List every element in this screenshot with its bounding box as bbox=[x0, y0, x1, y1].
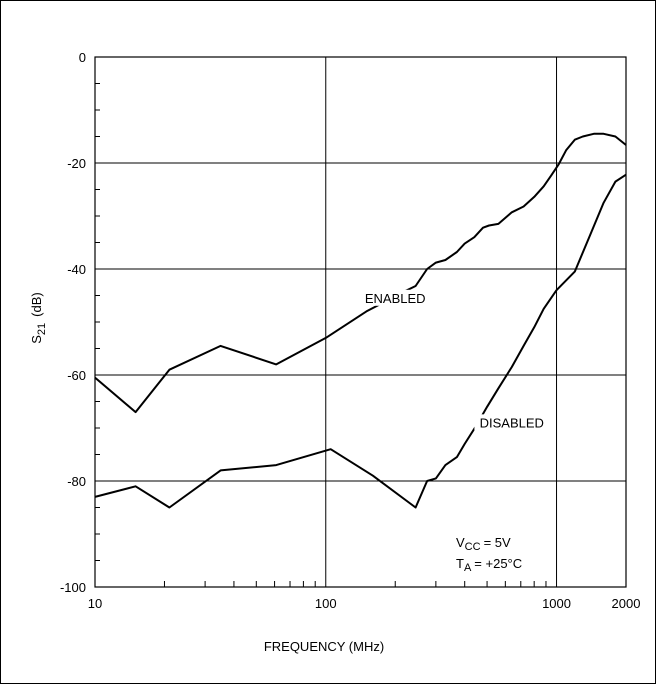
annotation-label-enabled: ENABLED bbox=[365, 291, 426, 306]
y-tick-label: -60 bbox=[67, 368, 86, 383]
x-axis-label: FREQUENCY (MHz) bbox=[264, 639, 384, 654]
y-tick-label: -80 bbox=[67, 474, 86, 489]
vcc-condition: VCC = 5V bbox=[456, 535, 511, 553]
ta-prefix: T bbox=[456, 556, 464, 571]
ta-value: = +25°C bbox=[474, 556, 522, 571]
y-axis-label: S21 (dB) bbox=[29, 292, 48, 343]
ta-condition: TA = +25°C bbox=[456, 556, 522, 574]
x-tick-label: 2000 bbox=[612, 596, 641, 611]
ta-subscript: A bbox=[464, 562, 472, 574]
series-line-enabled bbox=[94, 132, 627, 414]
annotation-label-disabled: DISABLED bbox=[480, 415, 544, 430]
y-axis-label-unit: (dB) bbox=[29, 292, 44, 317]
conditions-block: VCC = 5V TA = +25°C bbox=[456, 535, 522, 574]
minor-ticks bbox=[95, 83, 627, 587]
vcc-value: = 5V bbox=[484, 535, 511, 550]
y-tick-label: -40 bbox=[67, 262, 86, 277]
y-tick-label: 0 bbox=[79, 50, 86, 65]
series-annotations: ENABLED DISABLED bbox=[362, 289, 550, 431]
grid-lines bbox=[95, 57, 626, 587]
y-tick-labels: 0 -20 -40 -60 -80 -100 bbox=[60, 50, 86, 595]
vcc-prefix: V bbox=[456, 535, 465, 550]
y-tick-label: -100 bbox=[60, 580, 86, 595]
annotation-background bbox=[362, 289, 429, 306]
svg-text:S21(dB): S21 (dB) bbox=[29, 292, 48, 343]
y-axis-label-sub: 21 bbox=[36, 323, 48, 335]
x-tick-label: 1000 bbox=[542, 596, 571, 611]
plot-area-border bbox=[94, 56, 627, 588]
annotation-background bbox=[474, 414, 550, 431]
x-tick-labels: 10 100 1000 2000 bbox=[88, 596, 641, 611]
y-tick-label: -20 bbox=[67, 156, 86, 171]
y-axis-label-main: S bbox=[29, 335, 44, 344]
vcc-subscript: CC bbox=[465, 541, 481, 553]
data-series bbox=[94, 132, 627, 509]
series-line-disabled bbox=[94, 173, 627, 509]
x-tick-label: 10 bbox=[88, 596, 102, 611]
x-tick-label: 100 bbox=[315, 596, 337, 611]
